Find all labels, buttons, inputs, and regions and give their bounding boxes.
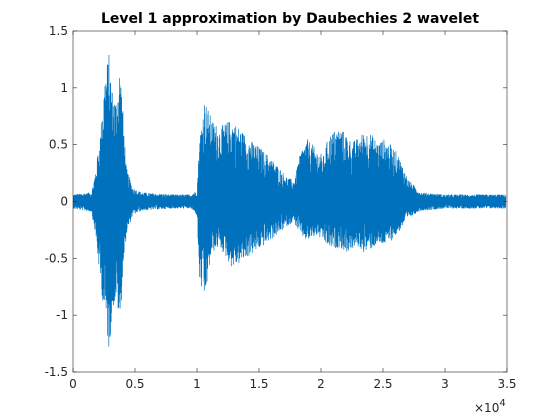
- x-tick-label: 0: [69, 377, 77, 391]
- y-tick-label: 0.5: [49, 138, 68, 152]
- y-tick-label: -1.5: [45, 365, 68, 379]
- y-axis: -1.5 -1 -0.5 0 0.5 1 1.5: [45, 24, 507, 379]
- x-tick-label: 2: [317, 377, 325, 391]
- signal-series: [73, 54, 507, 347]
- y-tick-label: -0.5: [45, 251, 68, 265]
- y-tick-label: -1: [56, 308, 68, 322]
- x-tick-label: 3.5: [497, 377, 516, 391]
- y-tick-label: 1.5: [49, 24, 68, 38]
- y-tick-label: 0: [60, 195, 68, 209]
- x-axis-exponent-power: 4: [499, 398, 505, 409]
- x-tick-label: 0.5: [125, 377, 144, 391]
- x-tick-label: 1: [193, 377, 201, 391]
- x-axis-exponent: ×104: [474, 398, 506, 415]
- chart-title: Level 1 approximation by Daubechies 2 wa…: [101, 11, 479, 27]
- x-tick-label: 1.5: [249, 377, 268, 391]
- x-axis: 0 0.5 1 1.5 2 2.5 3 3.5: [69, 31, 517, 391]
- y-tick-label: 1: [60, 81, 68, 95]
- x-tick-label: 2.5: [373, 377, 392, 391]
- x-tick-label: 3: [441, 377, 449, 391]
- signal-line: [73, 54, 507, 347]
- x-axis-exponent-base: ×10: [474, 401, 499, 415]
